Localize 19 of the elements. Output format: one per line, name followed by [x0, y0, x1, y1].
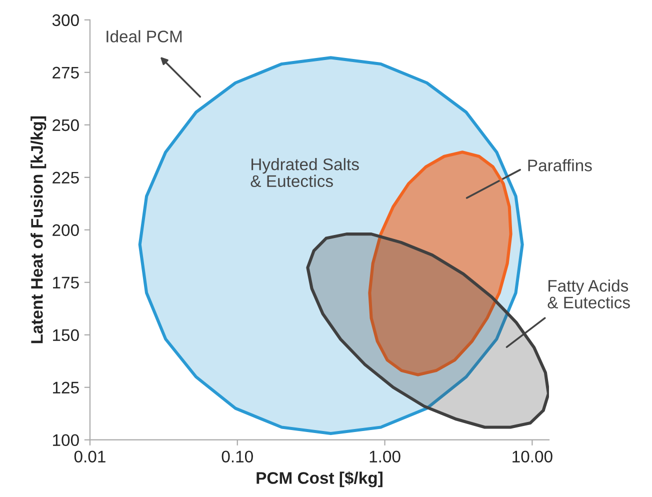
annotation: Paraffins: [528, 159, 592, 172]
y-tick-label: 150: [53, 329, 79, 342]
x-tick-label: 0.10: [222, 450, 253, 463]
x-tick-label: 0.01: [74, 450, 106, 463]
annotation: Ideal PCM: [106, 30, 182, 42]
y-tick-label: 250: [52, 119, 79, 132]
y-tick-label: 200: [52, 224, 79, 236]
x-tick-label: 1.00: [370, 450, 400, 463]
y-tick-label: 175: [53, 276, 79, 289]
x-axis-title: PCM Cost [$/kg]: [256, 471, 382, 488]
y-tick-label: 275: [52, 66, 79, 79]
annotation: Hydrated Salts & Eutectics: [250, 158, 359, 188]
y-tick-label: 300: [52, 14, 79, 26]
y-tick-label: 225: [52, 172, 79, 184]
y-tick-label: 100: [53, 434, 79, 446]
x-tick-label: 10.00: [512, 450, 552, 463]
y-tick-label: 125: [53, 382, 79, 394]
y-axis-title: Latent Heat of Fusion [kJ/kg]: [30, 116, 46, 344]
annotation: Fatty Acids & Eutectics: [548, 279, 630, 308]
